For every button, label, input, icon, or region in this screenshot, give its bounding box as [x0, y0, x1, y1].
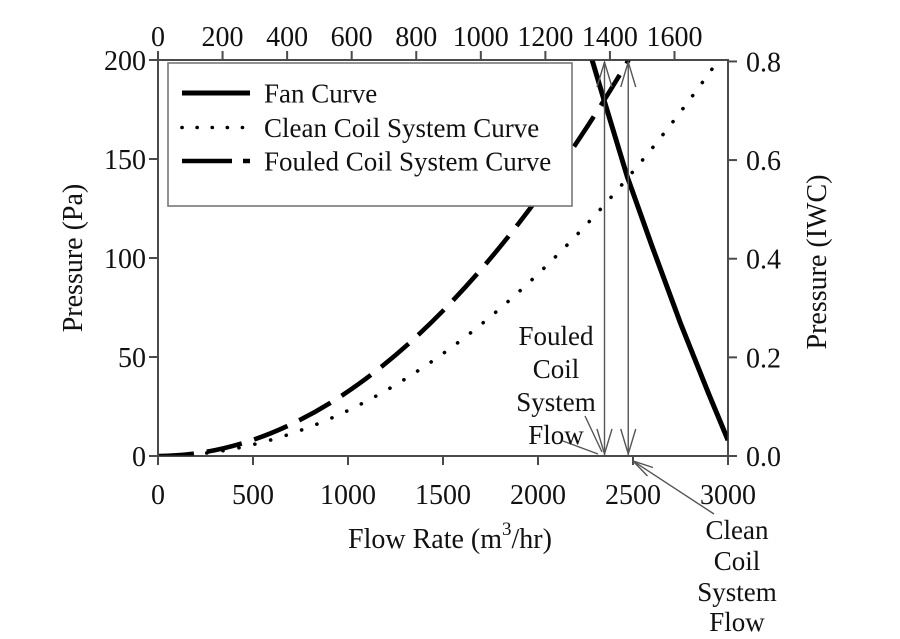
fouled-flow-leader-line	[562, 440, 599, 455]
legend-label: Fan Curve	[264, 79, 377, 109]
x-axis-tick-label: 500	[232, 480, 274, 511]
top-axis-tick-label: 0	[151, 22, 165, 53]
x-axis-tick-label: 2500	[605, 480, 661, 511]
annotation-clean-flow-label: Flow	[709, 607, 765, 637]
flow-arrowhead-up	[620, 59, 637, 88]
y-axis-title-left: Pressure (Pa)	[58, 184, 89, 333]
y-axis-left-tick-label: 200	[104, 46, 146, 77]
x-axis-tick-label: 1000	[320, 480, 376, 511]
y-axis-left-tick-label: 0	[132, 442, 146, 473]
y-axis-left-tick-label: 50	[118, 343, 146, 374]
annotation-fouled-flow-label: Coil	[533, 354, 580, 384]
leader-lines-group	[562, 415, 715, 515]
flow-arrowhead-up	[596, 59, 613, 88]
y-axis-left-tick-label: 100	[104, 244, 146, 275]
y-axis-right-tick-label: 0.6	[746, 146, 781, 177]
top-axis-tick-label: 600	[331, 22, 373, 53]
legend-label: Clean Coil System Curve	[264, 113, 539, 143]
clean-flow-leader-arrowhead	[632, 460, 654, 477]
x-axis-title: Flow Rate (m3/hr)	[348, 519, 552, 555]
fouled-flow-leader-line	[584, 415, 603, 453]
annotation-clean-flow-label: Coil	[714, 546, 761, 576]
legend-label: Fouled Coil System Curve	[264, 147, 551, 177]
operating-flow-arrow-fouled	[596, 59, 613, 457]
top-axis-tick-label: 1600	[646, 22, 702, 53]
annotation-clean-flow-label: System	[697, 577, 777, 607]
top-axis-tick-label: 800	[395, 22, 437, 53]
legend: Fan Curve Clean Coil System Curve Fouled C…	[167, 62, 573, 207]
x-axis-title-tail: /hr)	[512, 524, 552, 555]
annotation-fouled-flow-label: Fouled	[518, 321, 594, 351]
y-axis-right-tick-label: 0.4	[746, 245, 781, 276]
top-axis-tick-label: 1400	[582, 22, 638, 53]
flow-arrowhead-down	[620, 428, 637, 457]
y-axis-right-tick-label: 0.8	[746, 47, 781, 78]
flow-arrowhead-down	[596, 428, 613, 457]
y-axis-left-tick-label: 150	[104, 145, 146, 176]
x-axis-tick-label: 0	[151, 480, 165, 511]
x-axis-title-base: Flow Rate (m	[348, 524, 502, 555]
x-axis-title-superscript: 3	[502, 519, 512, 540]
top-axis-tick-label: 400	[266, 22, 308, 53]
clean-flow-leader-line	[632, 460, 715, 515]
annotation-fouled-flow-label: System	[516, 387, 596, 417]
plot-frame	[157, 59, 729, 457]
legend-box	[167, 62, 573, 207]
annotation-clean-flow-label: Clean	[706, 515, 769, 545]
x-axis-tick-label: 3000	[700, 480, 756, 511]
top-axis-tick-label: 1200	[517, 22, 573, 53]
y-axis-right-tick-label: 0.2	[746, 343, 781, 374]
clean-coil-curve-line	[159, 60, 721, 456]
top-axis-tick-label: 1000	[453, 22, 509, 53]
x-axis-tick-label: 1500	[415, 480, 471, 511]
annotation-fouled-flow-label: Flow	[528, 420, 584, 450]
x-axis-tick-label: 2000	[510, 480, 566, 511]
y-axis-title-right: Pressure (IWC)	[802, 175, 833, 350]
y-axis-right-tick-label: 0.0	[746, 442, 781, 473]
fan-curve-line	[589, 60, 728, 442]
operating-flow-arrow-clean	[620, 59, 637, 457]
top-axis-tick-label: 200	[202, 22, 244, 53]
